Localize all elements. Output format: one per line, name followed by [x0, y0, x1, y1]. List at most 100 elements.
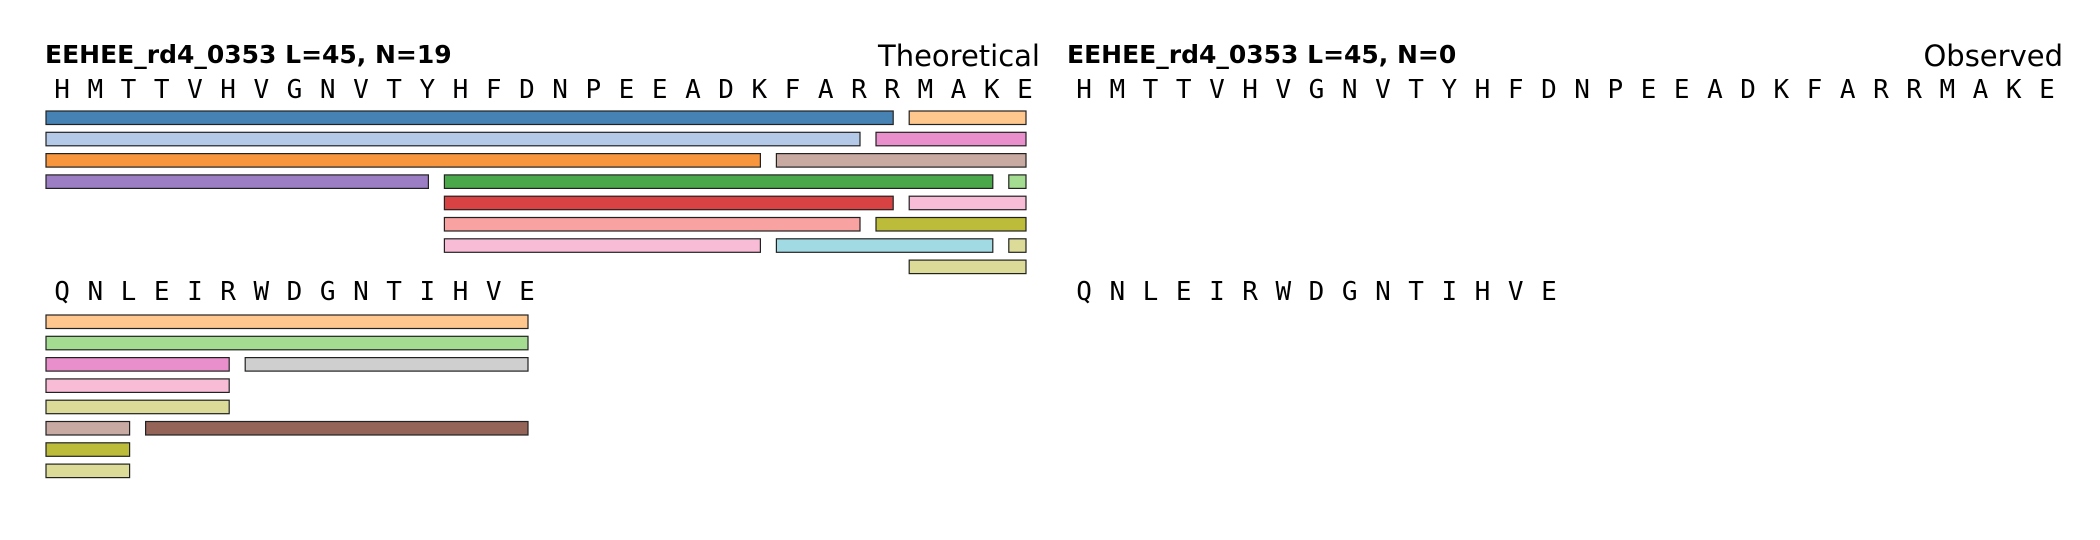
residue-letter: N	[552, 75, 568, 105]
fragment-bar	[45, 131, 861, 147]
residue-letter: T	[386, 75, 402, 105]
residue-letter: G	[287, 75, 303, 105]
residue-letter: D	[1541, 75, 1557, 105]
residue-letter: A	[951, 75, 967, 105]
fragment-bar	[1008, 174, 1027, 189]
residue-letter: R	[851, 75, 867, 105]
residue-letter: L	[1143, 277, 1159, 307]
fragment-bar	[775, 153, 1027, 168]
residue-letter: E	[1017, 75, 1033, 105]
fragment-bar	[443, 238, 761, 253]
residue-letter: W	[253, 277, 269, 307]
residue-letter: I	[1209, 277, 1225, 307]
residue-letter: I	[1441, 277, 1457, 307]
residue-letter: V	[353, 75, 369, 105]
residue-letter: V	[187, 75, 203, 105]
fragment-bar	[45, 442, 131, 457]
residue-letter: E	[1641, 75, 1657, 105]
residue-letter: E	[1176, 277, 1192, 307]
residue-letter: A	[685, 75, 701, 105]
residue-letter: N	[320, 75, 336, 105]
residue-letter: N	[87, 277, 103, 307]
residue-letter: N	[353, 277, 369, 307]
fragment-bar	[908, 110, 1027, 126]
residue-letter: R	[884, 75, 900, 105]
residue-letter: E	[619, 75, 635, 105]
residue-letter: E	[519, 277, 535, 307]
fragment-bar	[908, 195, 1027, 211]
residue-letter: F	[785, 75, 801, 105]
residue-letter: W	[1275, 277, 1291, 307]
residue-letter: H	[1242, 75, 1258, 105]
residue-letter: E	[1541, 277, 1557, 307]
residue-letter: L	[121, 277, 137, 307]
residue-letter: D	[1309, 277, 1325, 307]
residue-letter: V	[486, 277, 502, 307]
residue-letter: G	[1342, 277, 1358, 307]
fragment-bar	[443, 216, 861, 232]
residue-letter: D	[287, 277, 303, 307]
residue-letter: H	[220, 75, 236, 105]
panel-title: EEHEE_rd4_0353 L=45, N=19	[45, 40, 452, 69]
residue-letter: A	[1840, 75, 1856, 105]
residue-letter: I	[187, 277, 203, 307]
residue-letter: T	[1408, 277, 1424, 307]
residue-letter: A	[1707, 75, 1723, 105]
residue-letter: T	[121, 75, 137, 105]
residue-letter: A	[1973, 75, 1989, 105]
residue-letter: V	[253, 75, 269, 105]
residue-letter: K	[984, 75, 1000, 105]
residue-letter: E	[2039, 75, 2055, 105]
residue-letter: H	[453, 75, 469, 105]
fragment-bar	[45, 378, 230, 393]
residue-letter: R	[220, 277, 236, 307]
fragment-bar	[775, 238, 994, 253]
fragment-bar	[443, 195, 894, 211]
residue-letter: I	[419, 277, 435, 307]
residue-letter: Y	[419, 75, 435, 105]
fragment-bar	[45, 335, 529, 351]
residue-letter: T	[1408, 75, 1424, 105]
fragment-bar	[45, 463, 131, 479]
residue-letter: V	[1275, 75, 1291, 105]
fragment-bar	[45, 420, 131, 436]
residue-letter: R	[1873, 75, 1889, 105]
fragment-bar	[45, 110, 894, 126]
residue-letter: Q	[54, 277, 70, 307]
residue-letter: Q	[1076, 277, 1092, 307]
residue-letter: A	[818, 75, 834, 105]
residue-letter: D	[1740, 75, 1756, 105]
residue-letter: M	[87, 75, 103, 105]
residue-letter: R	[1906, 75, 1922, 105]
residue-letter: H	[54, 75, 70, 105]
residue-letter: N	[1375, 277, 1391, 307]
residue-letter: H	[1475, 277, 1491, 307]
residue-letter: T	[1176, 75, 1192, 105]
residue-letter: K	[1773, 75, 1789, 105]
residue-letter: K	[2006, 75, 2022, 105]
fragment-bar	[875, 131, 1027, 147]
residue-letter: N	[1574, 75, 1590, 105]
residue-letter: V	[1209, 75, 1225, 105]
residue-letter: P	[585, 75, 601, 105]
residue-letter: V	[1508, 277, 1524, 307]
residue-letter: E	[1674, 75, 1690, 105]
residue-letter: T	[1143, 75, 1159, 105]
residue-letter: D	[519, 75, 535, 105]
residue-letter: N	[1342, 75, 1358, 105]
residue-letter: H	[1076, 75, 1092, 105]
residue-letter: F	[486, 75, 502, 105]
fragment-bar	[45, 399, 230, 415]
residue-letter: G	[320, 277, 336, 307]
residue-letter: K	[751, 75, 767, 105]
residue-letter: E	[154, 277, 170, 307]
fragment-bar	[875, 216, 1027, 232]
residue-letter: M	[1109, 75, 1125, 105]
residue-letter: F	[1807, 75, 1823, 105]
residue-letter: N	[1109, 277, 1125, 307]
residue-letter: E	[652, 75, 668, 105]
fragment-bar	[244, 357, 529, 372]
